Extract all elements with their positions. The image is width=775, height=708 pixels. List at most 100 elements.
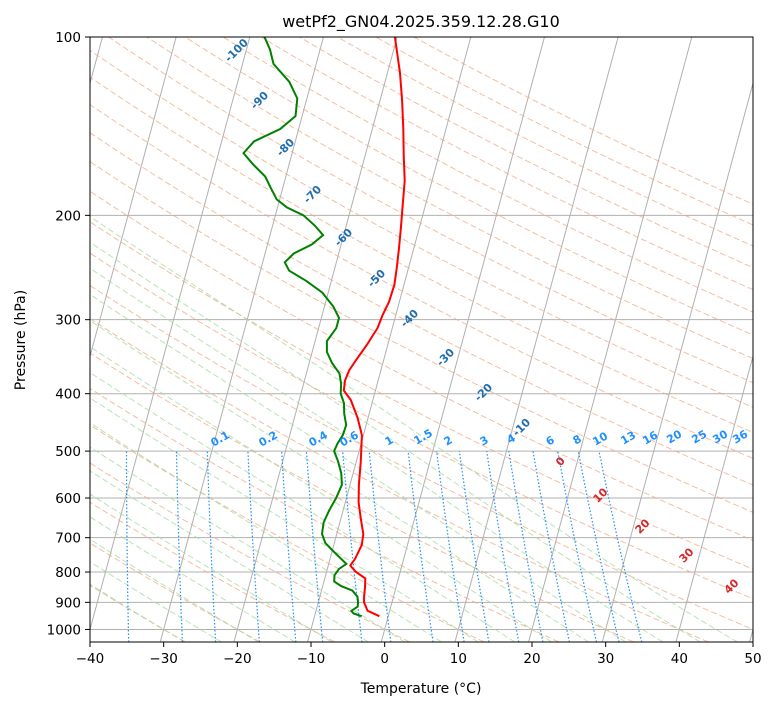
mixing-ratio-label: 1: [383, 433, 396, 448]
plot-frame: [89, 36, 754, 643]
mixing-ratio-label: 0.2: [257, 428, 280, 449]
mixing-ratio-line: [247, 451, 260, 642]
x-tick-label: 0: [380, 651, 389, 667]
mixing-ratio-label: 2: [442, 433, 455, 448]
moist-adiabat: [90, 267, 664, 642]
mixing-ratio-line: [532, 450, 570, 642]
moist-adiabat: [90, 371, 516, 642]
dry-adiabat: [184, 37, 753, 336]
dry-adiabat: [413, 37, 753, 205]
moist-adiabat: [90, 422, 442, 642]
dry-adiabat: [90, 542, 261, 642]
moist-adiabat: [90, 320, 589, 642]
moist-adiabat: [90, 470, 369, 642]
isotherm-line: [528, 37, 693, 642]
dry-adiabat: [108, 37, 753, 384]
dry-adiabat: [90, 132, 753, 486]
y-tick-label: 300: [55, 313, 81, 329]
dry-adiabat-label: -90: [248, 89, 271, 112]
mixing-ratio-label: 0.4: [307, 428, 331, 449]
mixing-ratio-label: 0.1: [209, 428, 232, 449]
mixing-ratio-label: 3: [478, 433, 491, 448]
mixing-ratio-line: [342, 451, 363, 642]
x-tick-label: 40: [671, 651, 688, 667]
moist-adiabat: [90, 346, 552, 642]
mixing-ratio-label: 0.6: [338, 428, 362, 449]
dry-adiabat: [90, 49, 753, 408]
mixing-ratio-line: [598, 450, 643, 642]
dry-adiabat: [90, 462, 410, 642]
isotherm-line: [601, 81, 753, 642]
x-tick-label: −10: [297, 651, 326, 667]
mixing-ratio-line: [175, 451, 183, 642]
dry-adiabat-label: -50: [365, 267, 388, 290]
moist-adiabat: [90, 493, 333, 642]
mixing-ratio-label: 20: [664, 427, 684, 446]
dry-adiabat: [90, 584, 186, 642]
dry-adiabat: [90, 252, 753, 600]
isotherm-line: [159, 37, 324, 642]
y-tick-label: 400: [55, 387, 81, 403]
y-tick-label: 800: [55, 565, 81, 581]
x-tick-label: −40: [76, 651, 105, 667]
mixing-ratio-label: 13: [618, 429, 638, 448]
moist-adiabat: [90, 583, 185, 642]
dry-adiabat: [90, 352, 634, 642]
dry-adiabat-label: -100: [222, 36, 251, 65]
mixing-ratio-label: 16: [640, 428, 660, 447]
axes: −40 −30 −20 −10 0 10 20 30 40 50 100 200 300 400 500 60…: [47, 30, 762, 667]
dry-adiabat-label: -70: [301, 183, 324, 206]
dry-adiabat: [90, 161, 753, 513]
y-tick-label: 500: [55, 444, 81, 460]
y-tick-label: 600: [55, 491, 81, 507]
mixing-ratio-label: 1.5: [412, 426, 435, 447]
moist-adiabat: [90, 561, 222, 642]
background-lines: [90, 37, 753, 642]
x-axis-label: Temperature (°C): [360, 681, 482, 697]
temperature-line: [342, 37, 406, 618]
profile-series: [242, 37, 406, 618]
dry-adiabat: [261, 37, 753, 291]
mixing-ratio-line: [206, 451, 217, 642]
x-tick-label: 10: [450, 651, 467, 667]
chart-title: wetPf2_GN04.2025.359.12.28.G10: [282, 12, 560, 32]
mixing-ratio-line: [305, 451, 324, 642]
mixing-ratio-line: [557, 450, 598, 642]
isotherm-line: [233, 37, 398, 642]
y-tick-label: 100: [55, 30, 81, 46]
mixing-ratio-label: 30: [710, 427, 730, 446]
moist-adiabat-label: 30: [677, 545, 697, 565]
isotherm-line: [90, 37, 177, 359]
dry-adiabat: [90, 318, 709, 642]
x-tick-label: 20: [523, 651, 540, 667]
moist-adiabat: [90, 215, 738, 642]
dry-adiabat: [90, 221, 753, 570]
dry-adiabat: [90, 424, 485, 642]
y-axis-label: Pressure (hPa): [13, 290, 29, 390]
moist-adiabat: [90, 241, 701, 642]
dry-adiabat: [146, 37, 753, 360]
y-tick-label: 900: [55, 595, 81, 611]
moist-adiabat-label: 10: [591, 485, 611, 505]
mixing-ratio-label: 10: [590, 429, 610, 448]
moist-adiabat: [90, 293, 626, 642]
dewpoint-line: [242, 37, 363, 618]
isotherm-line: [454, 37, 619, 642]
dry-adiabat: [90, 104, 753, 459]
dry-adiabat-label: -30: [434, 346, 457, 369]
isotherm-line: [90, 37, 251, 632]
x-tick-label: −20: [223, 651, 252, 667]
x-tick-label: 30: [597, 651, 614, 667]
mixing-ratio-line: [577, 450, 620, 642]
dry-adiabat-label: -60: [332, 226, 355, 249]
x-tick-label: 50: [744, 651, 761, 667]
moist-adiabat: [90, 538, 259, 642]
y-tick-label: 1000: [47, 622, 81, 638]
y-tick-label: 200: [55, 208, 81, 224]
x-tick-label: −30: [149, 651, 178, 667]
dry-adiabat: [90, 387, 560, 642]
moist-adiabat: [90, 397, 479, 642]
isotherm-line: [675, 354, 753, 642]
isotherm-line: [380, 37, 545, 642]
